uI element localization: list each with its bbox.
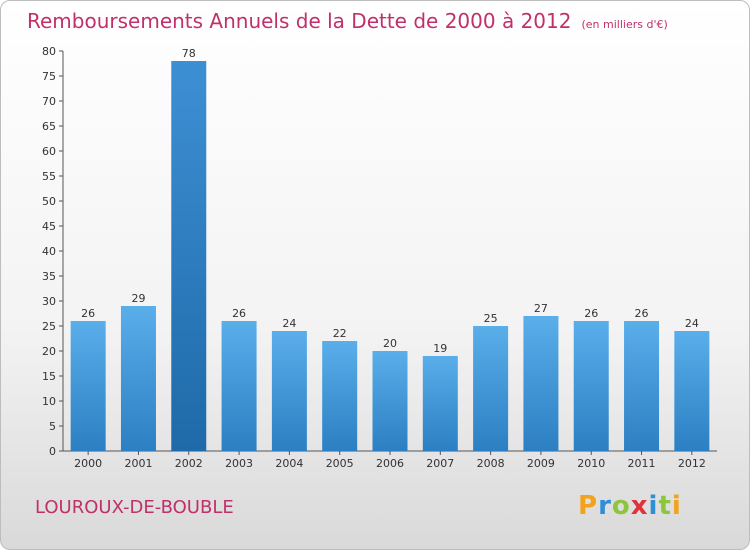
x-tick-label: 2008 — [477, 457, 505, 470]
y-tick-label: 20 — [42, 345, 56, 358]
logo-letter: o — [611, 491, 631, 521]
bar — [674, 331, 710, 451]
bars: 26 29 78 26 24 22 20 19 25 27 26 26 24 — [70, 47, 710, 451]
x-tick-label: 2006 — [376, 457, 404, 470]
bar-value-label: 26 — [584, 307, 598, 320]
x-tick-label: 2007 — [426, 457, 454, 470]
bar — [322, 341, 358, 451]
bar-value-label: 26 — [232, 307, 246, 320]
bar — [271, 331, 307, 451]
bar-value-label: 24 — [685, 317, 699, 330]
bar — [473, 326, 509, 451]
logo-letter: t — [658, 491, 672, 521]
y-tick-label: 45 — [42, 220, 56, 233]
logo-letter: P — [578, 491, 599, 521]
bar — [573, 321, 609, 451]
logo-letter: r — [598, 491, 612, 521]
y-tick-label: 55 — [42, 170, 56, 183]
bar-value-label: 29 — [131, 292, 145, 305]
bar-value-label: 19 — [433, 342, 447, 355]
y-tick-label: 50 — [42, 195, 56, 208]
y-tick-label: 25 — [42, 320, 56, 333]
y-tick-label: 80 — [42, 45, 56, 58]
bar-value-label: 26 — [635, 307, 649, 320]
x-tick-label: 2001 — [124, 457, 152, 470]
x-tick-label: 2005 — [326, 457, 354, 470]
logo-letter: i — [671, 491, 682, 521]
y-tick-label: 60 — [42, 145, 56, 158]
bar-value-label: 78 — [182, 47, 196, 60]
y-tick-label: 40 — [42, 245, 56, 258]
bar — [70, 321, 106, 451]
y-tick-label: 65 — [42, 120, 56, 133]
x-tick-label: 2003 — [225, 457, 253, 470]
y-tick-label: 35 — [42, 270, 56, 283]
y-tick-label: 75 — [42, 70, 56, 83]
y-tick-label: 0 — [49, 445, 56, 458]
chart-title-text: Remboursements Annuels de la Dette de 20… — [27, 9, 572, 33]
bar — [221, 321, 257, 451]
bar-value-label: 22 — [333, 327, 347, 340]
logo-letter: i — [648, 491, 659, 521]
y-tick-label: 15 — [42, 370, 56, 383]
bar — [120, 306, 156, 451]
bar-value-label: 26 — [81, 307, 95, 320]
y-tick-label: 70 — [42, 95, 56, 108]
town-name: LOUROUX-DE-BOUBLE — [35, 497, 234, 518]
y-tick-label: 10 — [42, 395, 56, 408]
y-tick-label: 30 — [42, 295, 56, 308]
x-tick-label: 2010 — [577, 457, 605, 470]
x-tick-label: 2004 — [275, 457, 303, 470]
bar-value-label: 20 — [383, 337, 397, 350]
x-tick-label: 2012 — [678, 457, 706, 470]
bar — [372, 351, 408, 451]
y-tick-label: 5 — [49, 420, 56, 433]
bar — [624, 321, 660, 451]
x-tick-label: 2002 — [175, 457, 203, 470]
bar — [422, 356, 458, 451]
x-tick-label: 2000 — [74, 457, 102, 470]
bar-value-label: 25 — [484, 312, 498, 325]
proxiti-logo[interactable]: Proxiti — [578, 491, 682, 521]
axes: 0 5 10 15 20 25 30 35 40 45 50 55 60 65 70 75 80 2000 2001… — [42, 45, 717, 470]
bar-value-label: 27 — [534, 302, 548, 315]
logo-letter: x — [630, 491, 649, 521]
bar-value-label: 24 — [282, 317, 296, 330]
x-tick-label: 2011 — [628, 457, 656, 470]
bar — [171, 61, 207, 451]
chart-title: Remboursements Annuels de la Dette de 20… — [27, 9, 668, 33]
bar — [523, 316, 559, 451]
chart-unit: (en milliers d'€) — [581, 18, 668, 31]
x-tick-label: 2009 — [527, 457, 555, 470]
